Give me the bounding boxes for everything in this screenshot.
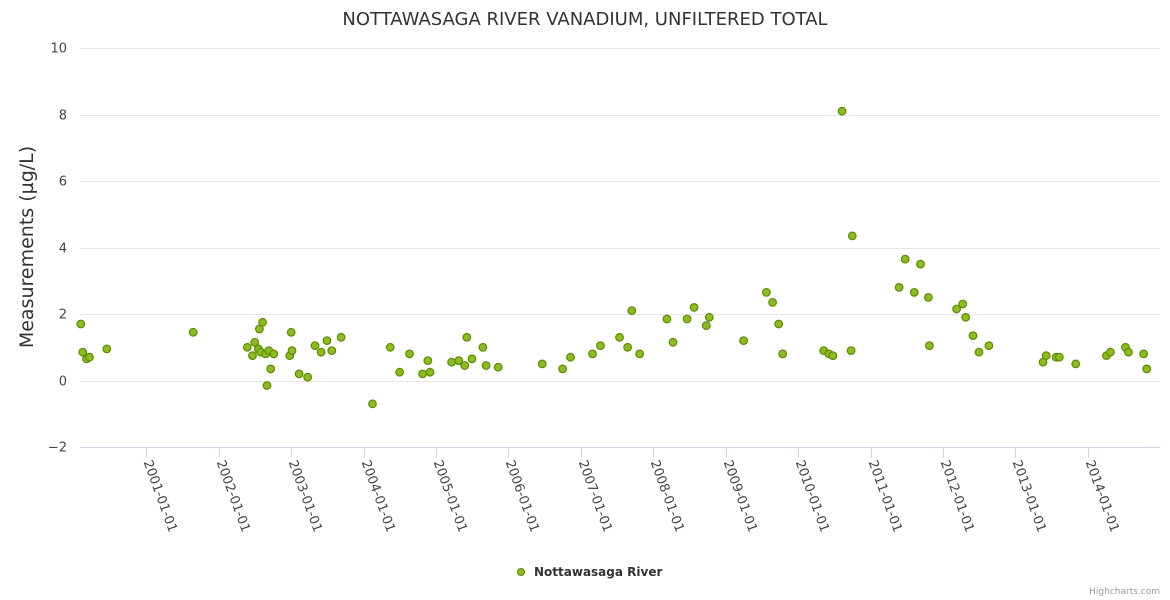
data-point [423,356,433,366]
data-point [462,332,472,342]
y-axis-label: Measurements (µg/L) [16,146,38,348]
data-point [847,231,857,241]
legend-item-nottawasaga-river[interactable]: Nottawasaga River [534,565,662,579]
data-point [537,359,547,369]
data-point [460,361,470,370]
data-point [984,341,994,351]
data-point [925,341,934,351]
data-point [958,299,968,309]
data-point [1124,347,1133,357]
chart-credit[interactable]: Highcharts.com [1089,587,1160,597]
data-point [327,346,337,356]
data-point [768,298,777,307]
data-point [778,349,788,359]
data-point [493,362,503,372]
data-point [316,347,326,357]
data-point [900,254,910,264]
data-point [588,349,597,359]
data-point [627,306,637,316]
legend-marker [517,568,525,576]
data-point [952,304,961,314]
data-point [467,354,477,364]
data-point [689,303,699,312]
data-point [310,341,320,351]
data-point [78,347,88,357]
data-point [269,349,279,359]
data-point [286,327,296,337]
data-point [968,331,978,341]
y-axis-ticks: −2 0 2 4 6 8 10 [48,42,67,456]
data-point [924,293,933,302]
data-point [1142,364,1152,374]
data-point [336,332,346,342]
y-tick-label: 2 [59,308,67,323]
chart-title: NOTTAWASAGA RIVER VANADIUM, UNFILTERED T… [342,9,827,30]
data-point [762,288,771,297]
data-point [837,106,847,116]
data-point [294,369,304,379]
data-point [623,342,632,352]
data-point [188,327,198,337]
data-point [1105,347,1115,357]
data-point [739,336,748,346]
data-point [395,367,405,377]
data-point [418,369,428,379]
data-point [704,312,714,322]
data-point [250,337,260,347]
data-point [668,337,678,347]
data-point [425,367,435,377]
data-point [894,283,904,292]
data-point [1054,352,1064,362]
data-point [774,319,784,329]
legend[interactable]: Nottawasaga River [517,565,663,579]
data-point [1041,351,1051,361]
data-point [662,314,672,324]
data-point [961,312,971,322]
data-point [974,347,984,357]
data-point [266,364,276,374]
y-tick-label: 0 [59,375,67,390]
data-point [615,332,624,342]
data-point [258,317,268,327]
y-tick-label: 8 [59,109,67,124]
data-point [1071,359,1081,369]
data-point [85,352,94,362]
series-points [76,106,1152,409]
data-point [287,346,297,356]
data-point [242,342,252,352]
data-point [385,342,395,352]
gridlines [80,48,1160,382]
y-tick-label: 6 [59,175,67,190]
y-tick-label: 10 [50,42,67,57]
data-point [248,351,257,361]
data-point [303,372,313,382]
data-point [682,314,692,324]
data-point [481,361,491,370]
data-point [262,381,272,390]
data-point [566,352,575,362]
data-point [368,399,377,409]
data-point [701,321,711,331]
data-point [916,259,925,269]
data-point [102,344,112,354]
data-point [909,288,919,297]
data-point [405,349,414,359]
data-point [76,319,86,329]
data-point [828,351,838,361]
data-point [1139,349,1149,359]
data-point [596,341,605,351]
data-point [447,357,457,367]
data-point [846,346,856,356]
data-point [635,349,645,359]
data-point [478,342,488,352]
y-tick-label: −2 [48,441,67,456]
data-point [322,336,332,346]
y-tick-label: 4 [59,242,67,257]
data-point [558,364,567,374]
data-point [454,356,464,366]
